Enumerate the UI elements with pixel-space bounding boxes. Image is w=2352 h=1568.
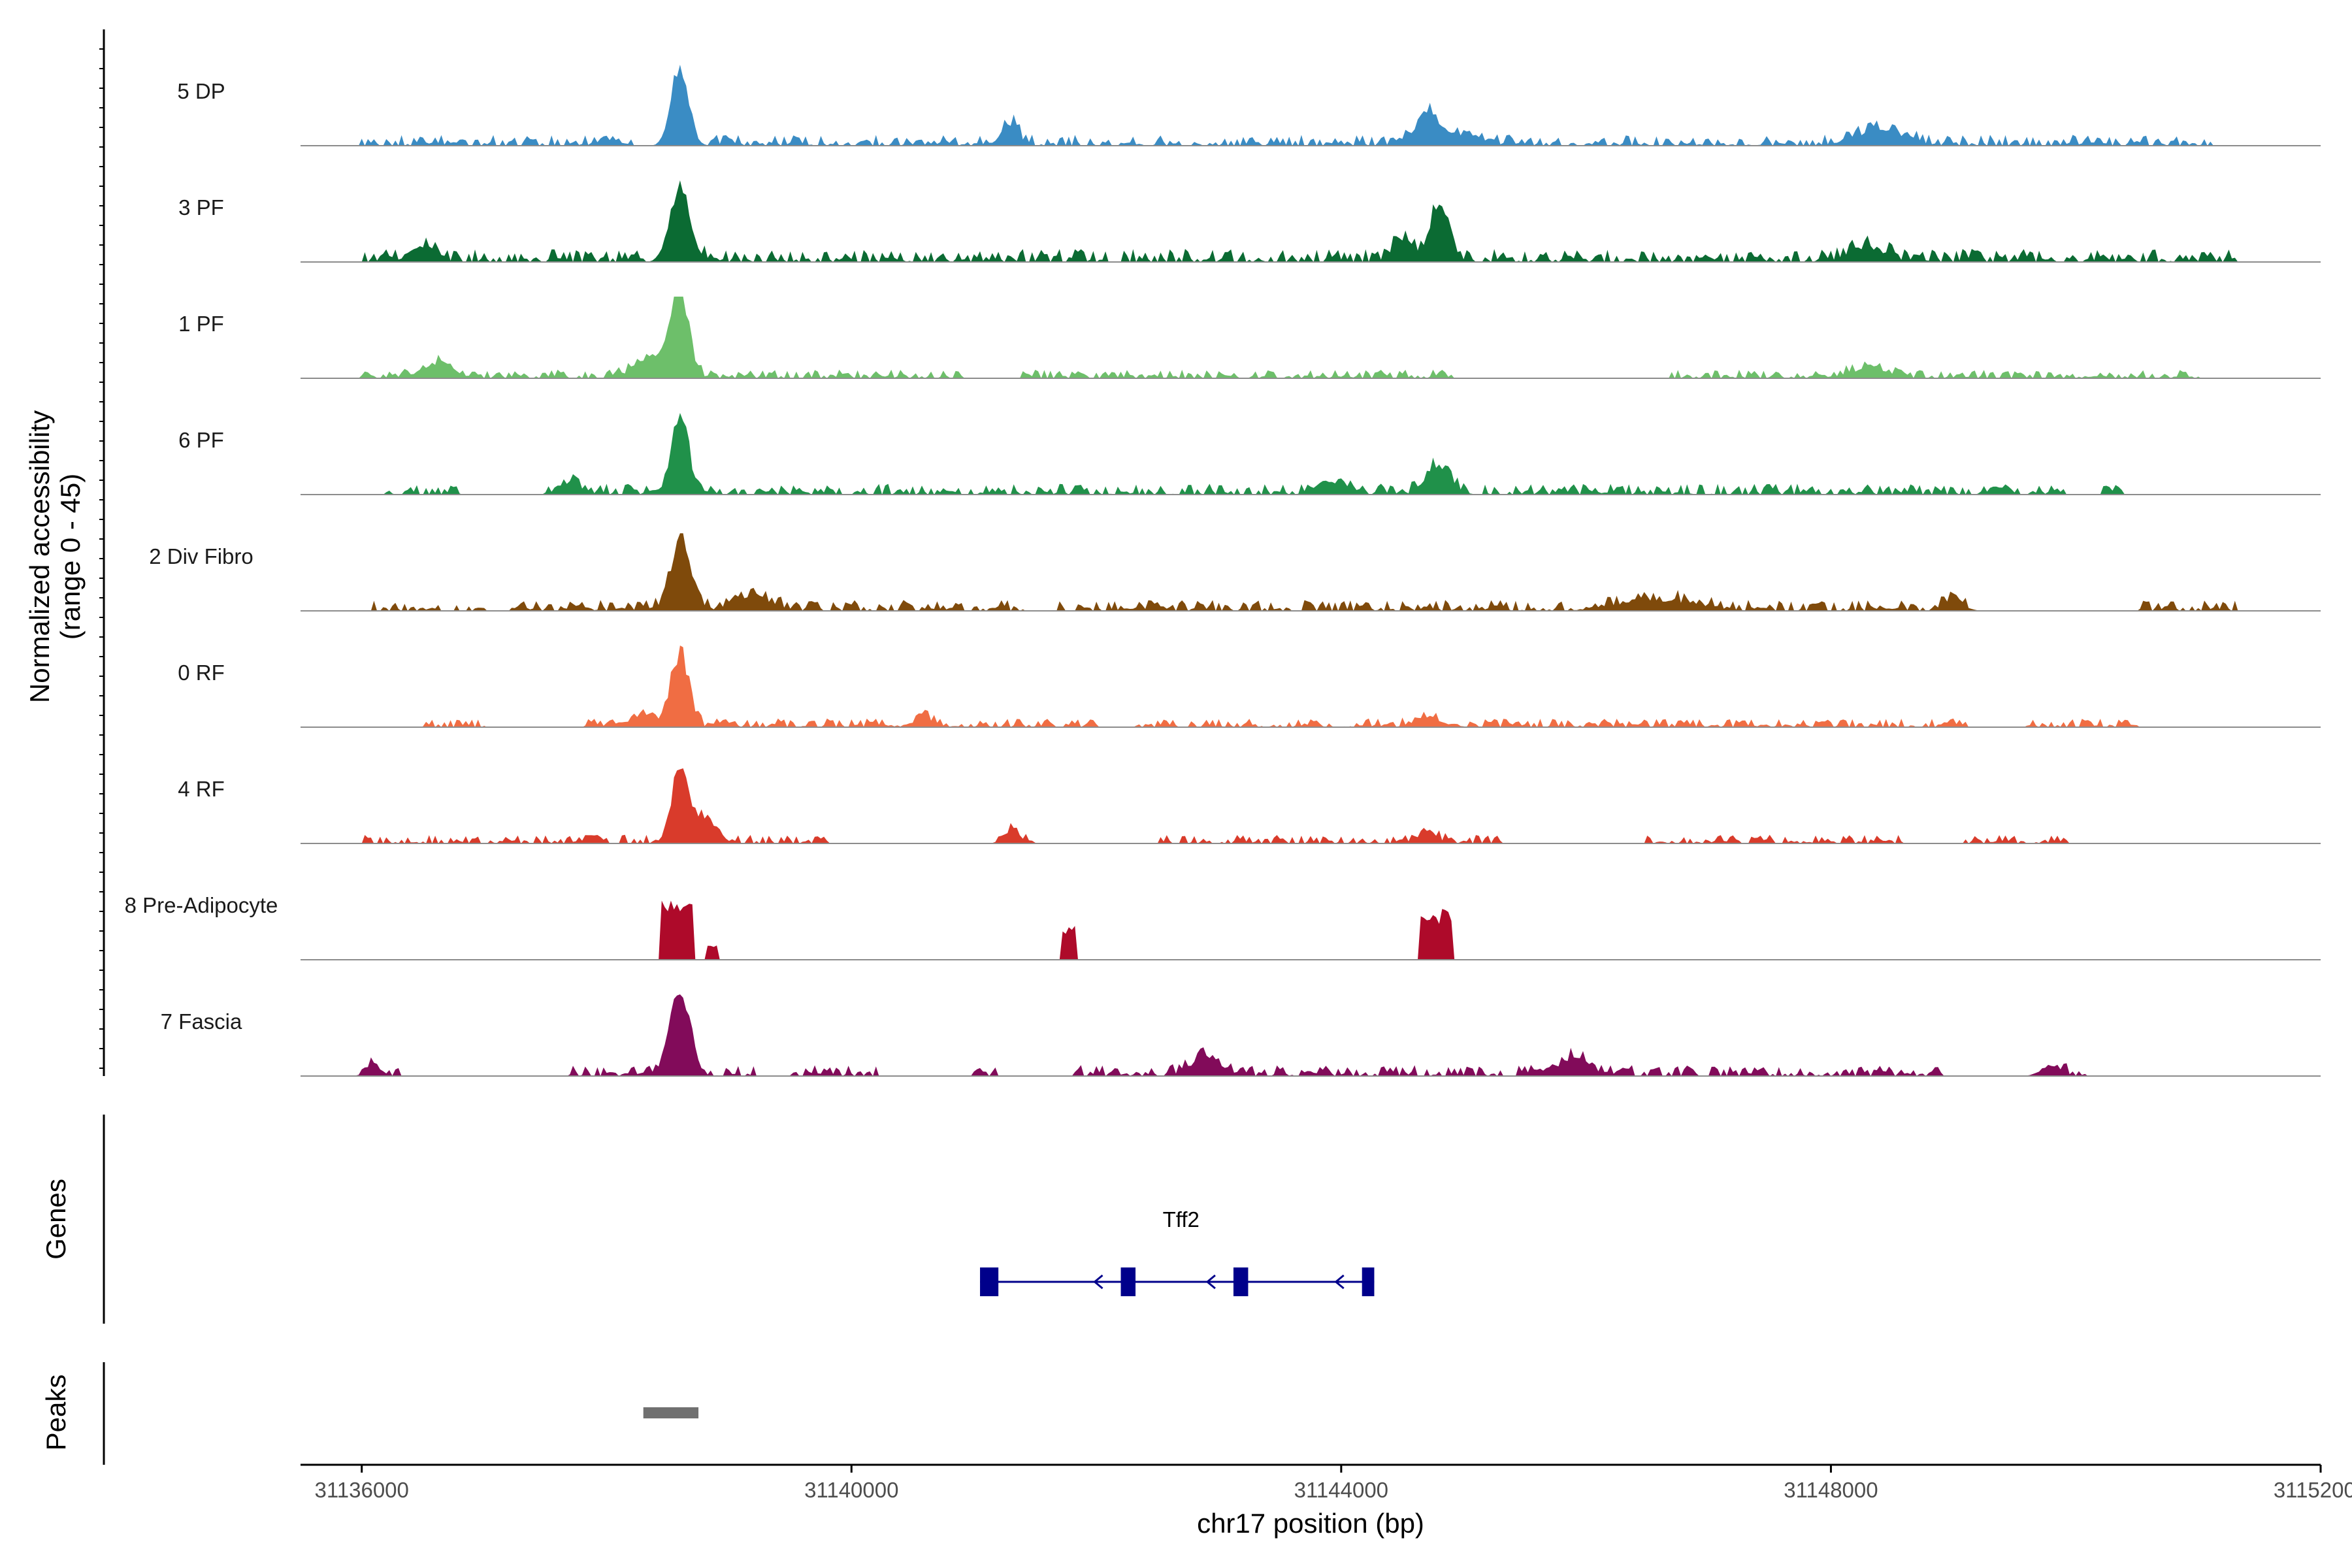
x-axis-title: chr17 position (bp) [1197, 1508, 1424, 1539]
coverage-area [301, 65, 2321, 146]
peaks-track [643, 1407, 699, 1418]
gene-annotation-track: Tff2 [980, 1207, 1375, 1296]
strand-arrow [1334, 1274, 1345, 1290]
y-axis-title: Normalized accessibility [24, 410, 55, 703]
x-tick-label: 31152000 [2274, 1478, 2352, 1502]
coverage-area [301, 413, 2321, 495]
track-3-pf: 3 PF [178, 180, 2321, 263]
coverage-area [301, 645, 2321, 727]
gene-name: Tff2 [1163, 1207, 1200, 1232]
x-axis: 31136000 31140000 31144000 31148000 31152000 [301, 1463, 2352, 1502]
coverage-tracks: 5 DP 3 PF 1 PF 6 PF 2 Div Fibro 0 RF 4 RF 8 Pre… [125, 65, 2321, 1077]
strand-arrow [1205, 1274, 1216, 1290]
track-4-rf: 4 RF [178, 768, 2321, 844]
x-tick-label: 31140000 [804, 1478, 898, 1502]
peak-region [643, 1407, 699, 1418]
track-7-fascia: 7 Fascia [161, 994, 2321, 1077]
track-label: 4 RF [178, 777, 225, 801]
track-1-pf: 1 PF [178, 297, 2321, 379]
track-5-dp: 5 DP [177, 65, 2321, 146]
x-tick-label: 31148000 [1784, 1478, 1878, 1502]
exon [980, 1267, 999, 1296]
strand-arrow [1093, 1274, 1103, 1290]
track-label: 8 Pre-Adipocyte [125, 893, 278, 917]
peaks-track-title: Peaks [41, 1375, 71, 1451]
x-tick-label: 31136000 [315, 1478, 409, 1502]
coverage-area [301, 297, 2321, 378]
coverage-area [301, 768, 2321, 843]
exon [1120, 1267, 1136, 1296]
coverage-area [301, 900, 2321, 960]
exon [1233, 1267, 1249, 1296]
coverage-area [301, 180, 2321, 262]
genes-track-title: Genes [41, 1179, 71, 1260]
y-axis-range-note: (range 0 - 45) [55, 474, 86, 640]
track-label: 6 PF [178, 428, 224, 452]
track-label: 1 PF [178, 312, 224, 336]
track-label: 5 DP [177, 79, 225, 103]
coverage-area [301, 994, 2321, 1076]
track-label: 0 RF [178, 661, 225, 685]
exon [1362, 1267, 1375, 1296]
x-tick-label: 31144000 [1294, 1478, 1388, 1502]
track-0-rf: 0 RF [178, 645, 2321, 728]
track-2-div-fibro: 2 Div Fibro [149, 533, 2321, 612]
track-label: 7 Fascia [161, 1009, 242, 1034]
track-label: 2 Div Fibro [149, 544, 253, 568]
coverage-y-axis [99, 29, 105, 1076]
track-8-pre-adipocyte: 8 Pre-Adipocyte [125, 893, 2321, 960]
track-6-pf: 6 PF [178, 413, 2321, 495]
coverage-area [301, 533, 2321, 611]
track-label: 3 PF [178, 195, 224, 220]
